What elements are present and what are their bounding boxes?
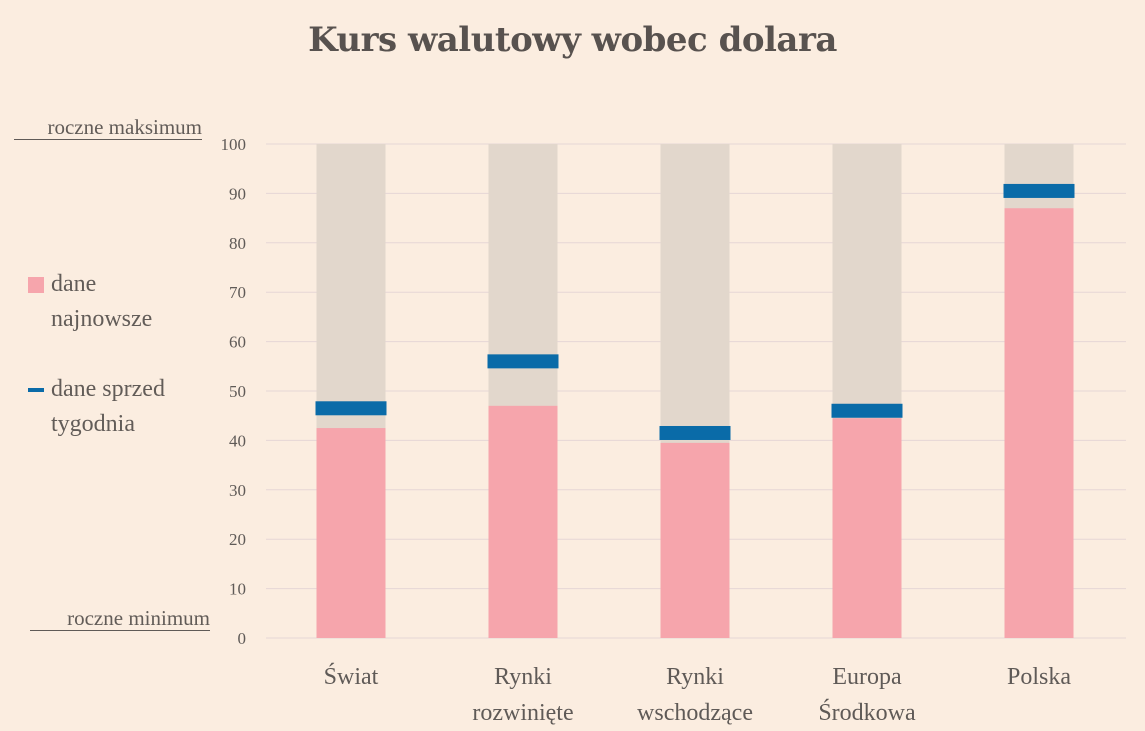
y-tick-label: 50 [229,382,246,401]
y-tick-label: 90 [229,184,246,203]
latest-bar [1004,208,1074,638]
latest-bar [488,405,558,638]
y-tick-label: 60 [229,333,246,352]
y-tick-label: 0 [238,629,247,648]
latest-bar [832,418,902,638]
legend-week-ago-swatch [28,388,44,392]
y-tick-label: 40 [229,431,246,450]
category-label: Środkowa [818,699,916,726]
category-label: Rynki [494,664,552,690]
week-ago-marker [315,401,387,416]
category-label: rozwinięte [472,700,573,726]
category-label: Świat [324,663,379,690]
week-ago-marker [831,403,903,418]
category-label: Polska [1007,664,1071,690]
y-tick-label: 20 [229,530,246,549]
week-ago-marker [487,354,559,369]
category-label: Europa [832,664,902,690]
week-ago-marker [1003,183,1075,198]
legend-week-ago-line1: dane sprzed [51,376,165,402]
category-label: Rynki [666,664,724,690]
y-tick-label: 10 [229,580,246,599]
y-tick-label: 70 [229,283,246,302]
legend-latest-line2: najnowsze [51,306,153,332]
legend-week-ago-line2: tygodnia [51,411,135,437]
category-label: wschodzące [637,700,753,726]
legend-latest-swatch [28,277,44,293]
annual-max-label: roczne maksimum [14,115,202,140]
y-tick-label: 30 [229,481,246,500]
legend-latest-line1: dane [51,271,97,297]
y-tick-label: 100 [221,135,247,154]
latest-bar [660,442,730,638]
chart-title: Kurs walutowy wobec dolara [308,20,837,60]
latest-bar [316,428,386,638]
week-ago-marker [659,425,731,440]
y-tick-label: 80 [229,234,246,253]
annual-min-label: roczne minimum [30,606,210,631]
legend-week-ago-label: dane sprzed tygodnia [51,372,165,442]
legend-latest-label: dane najnowsze [51,267,152,337]
